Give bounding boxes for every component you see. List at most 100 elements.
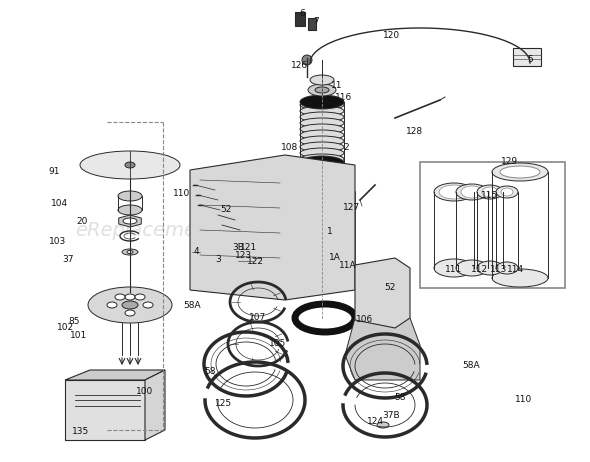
Text: 121: 121 xyxy=(241,243,258,253)
Ellipse shape xyxy=(318,237,342,243)
Polygon shape xyxy=(119,215,141,227)
Text: 1: 1 xyxy=(327,227,333,237)
Polygon shape xyxy=(355,258,410,328)
Ellipse shape xyxy=(300,142,344,152)
Bar xyxy=(295,12,305,26)
Text: 101: 101 xyxy=(70,332,88,340)
Ellipse shape xyxy=(318,202,342,208)
Ellipse shape xyxy=(461,186,483,198)
Ellipse shape xyxy=(143,302,153,308)
Text: 120: 120 xyxy=(384,30,401,39)
Text: 91: 91 xyxy=(48,168,60,176)
Ellipse shape xyxy=(492,269,548,287)
Text: 5: 5 xyxy=(527,55,533,65)
Text: 110: 110 xyxy=(173,188,191,197)
Polygon shape xyxy=(65,370,165,380)
Ellipse shape xyxy=(434,259,474,277)
Ellipse shape xyxy=(135,294,145,300)
Ellipse shape xyxy=(300,100,344,110)
Ellipse shape xyxy=(318,212,342,218)
Bar xyxy=(238,250,250,268)
Ellipse shape xyxy=(300,106,344,116)
Ellipse shape xyxy=(305,309,345,327)
Ellipse shape xyxy=(492,163,548,181)
Text: 37: 37 xyxy=(63,255,74,265)
Text: 100: 100 xyxy=(136,388,153,396)
Ellipse shape xyxy=(377,422,389,428)
Text: 108: 108 xyxy=(281,144,299,152)
Text: 114: 114 xyxy=(507,266,525,274)
Text: 37B: 37B xyxy=(382,411,400,419)
Ellipse shape xyxy=(118,205,142,215)
Text: eReplacementParts.com: eReplacementParts.com xyxy=(76,221,314,241)
Text: 106: 106 xyxy=(356,316,373,324)
Text: 1A: 1A xyxy=(329,254,341,262)
Ellipse shape xyxy=(308,84,336,96)
Ellipse shape xyxy=(300,136,344,146)
Text: 58A: 58A xyxy=(462,361,480,371)
Bar xyxy=(192,248,200,260)
Text: 116: 116 xyxy=(335,92,353,102)
Ellipse shape xyxy=(302,55,312,65)
Ellipse shape xyxy=(477,261,503,275)
Text: 20: 20 xyxy=(76,218,88,226)
Ellipse shape xyxy=(300,118,344,128)
Ellipse shape xyxy=(439,185,469,199)
Polygon shape xyxy=(190,155,355,300)
Ellipse shape xyxy=(310,75,334,85)
Bar xyxy=(420,162,565,288)
Text: 111: 111 xyxy=(445,266,463,274)
Text: 104: 104 xyxy=(51,200,68,208)
Ellipse shape xyxy=(456,184,488,200)
Text: 112: 112 xyxy=(471,266,489,274)
Text: 115: 115 xyxy=(481,190,499,200)
Ellipse shape xyxy=(118,191,142,201)
Ellipse shape xyxy=(125,162,135,168)
Polygon shape xyxy=(345,318,420,380)
Ellipse shape xyxy=(477,185,503,199)
Ellipse shape xyxy=(252,180,308,280)
Text: 123: 123 xyxy=(235,250,253,260)
Ellipse shape xyxy=(320,274,340,282)
Ellipse shape xyxy=(300,130,344,140)
Ellipse shape xyxy=(482,187,498,197)
Ellipse shape xyxy=(318,242,342,248)
Ellipse shape xyxy=(122,249,138,255)
Ellipse shape xyxy=(318,222,342,228)
Text: 52: 52 xyxy=(220,206,232,214)
Text: 2: 2 xyxy=(343,144,349,152)
Ellipse shape xyxy=(252,253,262,263)
Ellipse shape xyxy=(115,294,125,300)
Text: 7: 7 xyxy=(313,18,319,26)
Ellipse shape xyxy=(88,287,172,323)
Ellipse shape xyxy=(324,266,336,270)
Ellipse shape xyxy=(300,156,344,170)
Text: 3: 3 xyxy=(215,255,221,265)
Ellipse shape xyxy=(300,148,344,158)
Ellipse shape xyxy=(315,87,329,93)
Text: 127: 127 xyxy=(343,202,360,212)
Ellipse shape xyxy=(300,124,344,134)
Text: 58A: 58A xyxy=(183,300,201,310)
Ellipse shape xyxy=(107,302,117,308)
Text: 11A: 11A xyxy=(339,261,357,269)
Ellipse shape xyxy=(80,151,180,179)
Bar xyxy=(513,48,541,66)
Ellipse shape xyxy=(318,227,342,233)
Ellipse shape xyxy=(318,207,342,213)
Ellipse shape xyxy=(318,232,342,238)
Ellipse shape xyxy=(501,188,513,196)
Text: 135: 135 xyxy=(73,427,90,437)
Ellipse shape xyxy=(127,250,133,254)
Text: 103: 103 xyxy=(50,237,67,247)
Text: 4: 4 xyxy=(193,248,199,256)
Text: 85: 85 xyxy=(68,317,80,327)
Text: 125: 125 xyxy=(215,399,232,407)
Ellipse shape xyxy=(300,154,344,164)
Text: 58: 58 xyxy=(204,367,216,377)
Text: 3B: 3B xyxy=(232,243,244,251)
Ellipse shape xyxy=(318,197,342,203)
Text: 122: 122 xyxy=(247,257,264,267)
Text: 110: 110 xyxy=(516,395,533,405)
Text: 58: 58 xyxy=(394,394,406,402)
